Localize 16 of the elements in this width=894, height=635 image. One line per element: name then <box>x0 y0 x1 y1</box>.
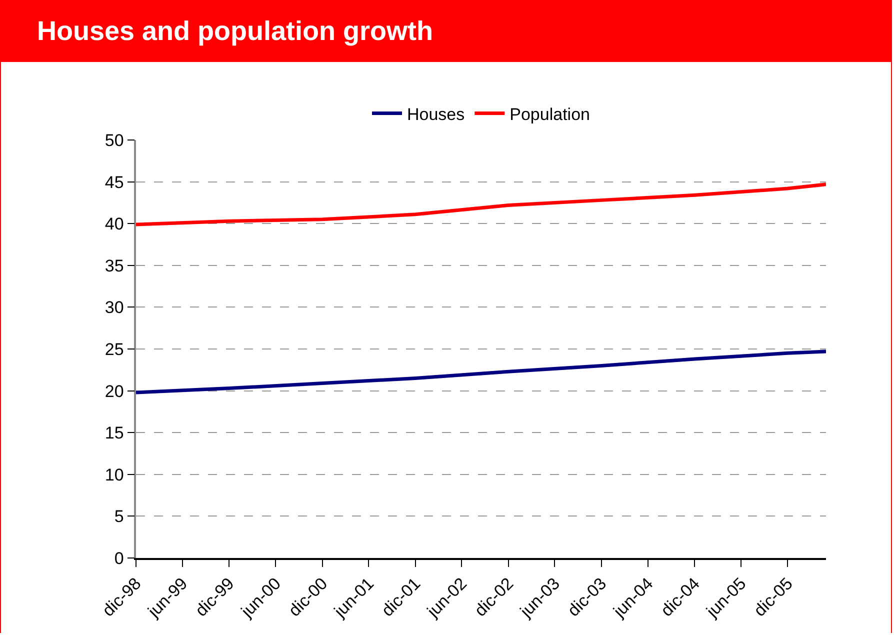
chart-title: Houses and population growth <box>37 16 433 46</box>
legend-label: Population <box>510 104 590 124</box>
line-series <box>136 350 826 394</box>
line-series <box>136 182 826 226</box>
y-tick-label: 20 <box>104 382 124 401</box>
y-tick-label: 25 <box>104 340 124 359</box>
y-tick-label: 45 <box>104 172 124 192</box>
y-tick-label: 35 <box>104 256 124 276</box>
y-tick-label: 15 <box>104 424 124 443</box>
y-tick-label: 10 <box>104 465 124 484</box>
y-tick-label: 0 <box>114 548 124 568</box>
y-tick-label: 50 <box>104 130 124 150</box>
y-tick-label: 5 <box>114 507 124 526</box>
y-tick-label: 30 <box>104 298 124 318</box>
y-tick-label: 40 <box>104 214 124 234</box>
legend-label: Houses <box>407 104 465 124</box>
